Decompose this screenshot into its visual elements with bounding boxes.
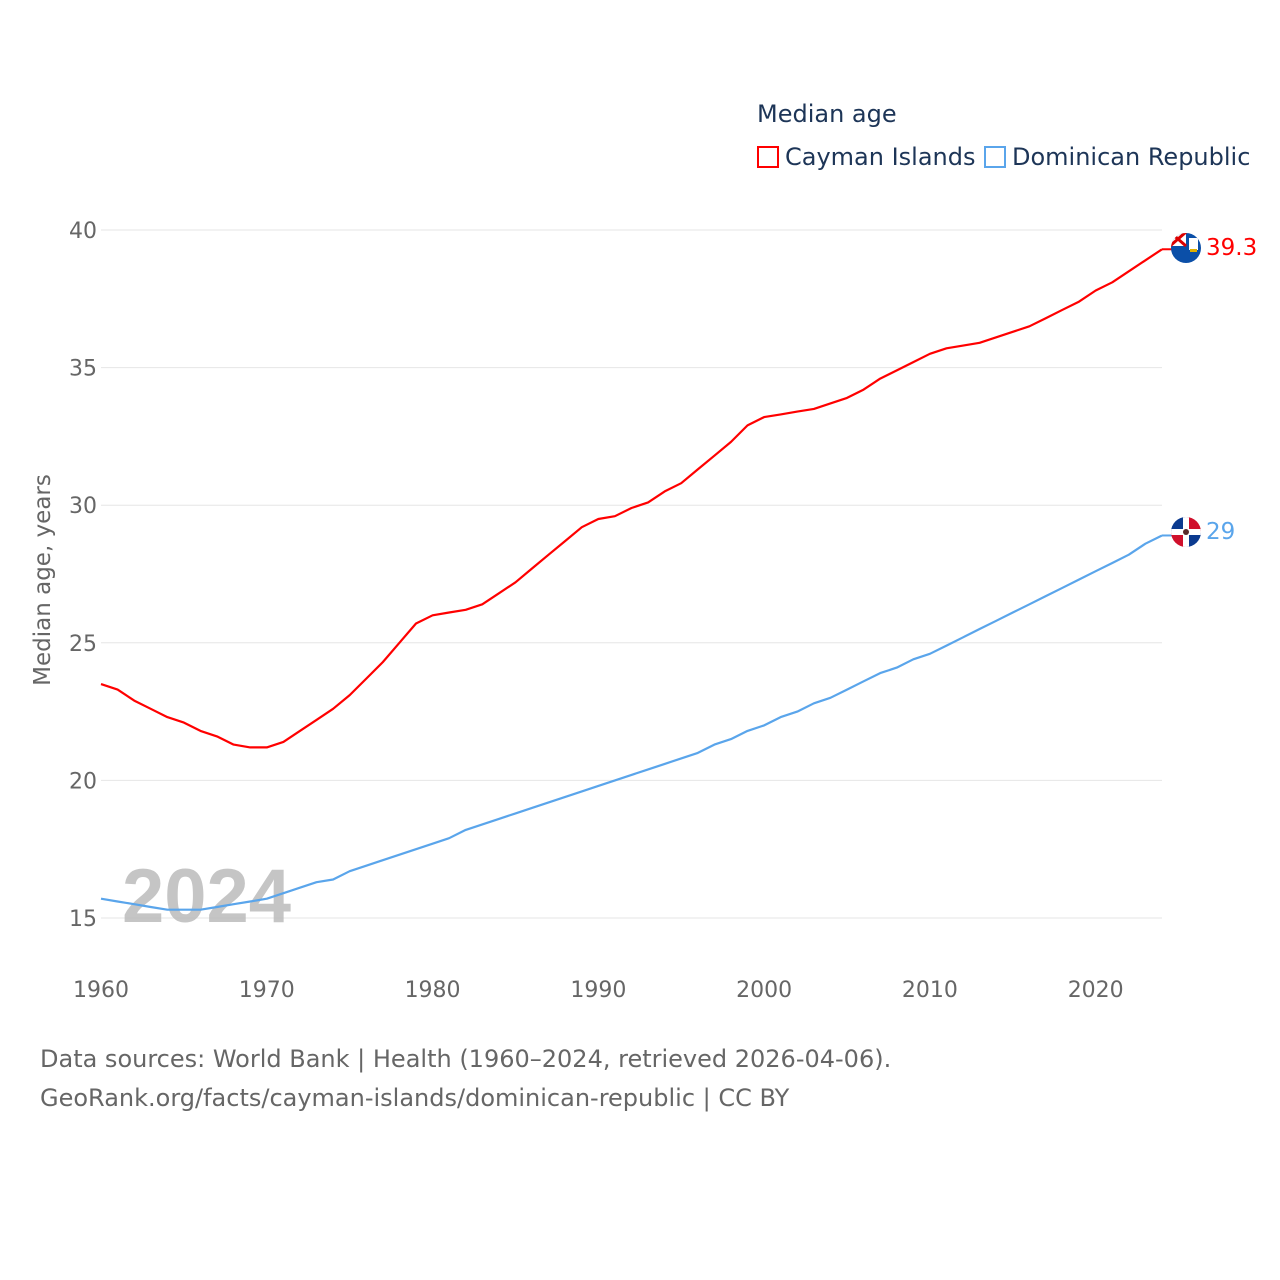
x-tick-label: 1970: [239, 978, 295, 1003]
cayman-flag-icon: [1171, 233, 1201, 263]
x-tick-label: 2010: [902, 978, 958, 1003]
end-label-dominican-republic: 29: [1206, 519, 1235, 545]
x-tick-label: 1990: [570, 978, 626, 1003]
dominican-republic-flag-icon: [1171, 517, 1201, 547]
legend-label: Cayman Islands: [785, 143, 976, 171]
series-line-dominican-republic: [100, 534, 1163, 911]
legend-label: Dominican Republic: [1012, 143, 1251, 171]
source-note: Data sources: World Bank | Health (1960–…: [40, 1045, 892, 1073]
legend-title: Median age: [757, 100, 897, 128]
x-tick-label: 2000: [736, 978, 792, 1003]
y-tick-label: 35: [69, 357, 97, 382]
year-overlay: 2024: [122, 854, 291, 939]
end-label-cayman: 39.3: [1206, 235, 1257, 261]
y-tick-label: 15: [69, 907, 97, 932]
credit-link[interactable]: GeoRank.org/facts/cayman-islands/dominic…: [40, 1084, 790, 1112]
x-tick-label: 1960: [73, 978, 129, 1003]
legend-swatch: [757, 146, 779, 168]
x-tick-label: 2020: [1068, 978, 1124, 1003]
legend-item-dominican-republic[interactable]: Dominican Republic: [984, 143, 1250, 171]
x-tick-label: 1980: [405, 978, 461, 1003]
y-axis-label: Median age, years: [30, 474, 56, 686]
legend-swatch: [984, 146, 1006, 168]
series-line-cayman-islands: [100, 248, 1163, 749]
legend-item-cayman-islands[interactable]: Cayman Islands: [757, 143, 976, 171]
y-tick-label: 40: [69, 219, 97, 244]
y-tick-label: 30: [69, 494, 97, 519]
y-tick-label: 25: [69, 632, 97, 657]
y-tick-label: 20: [69, 769, 97, 794]
